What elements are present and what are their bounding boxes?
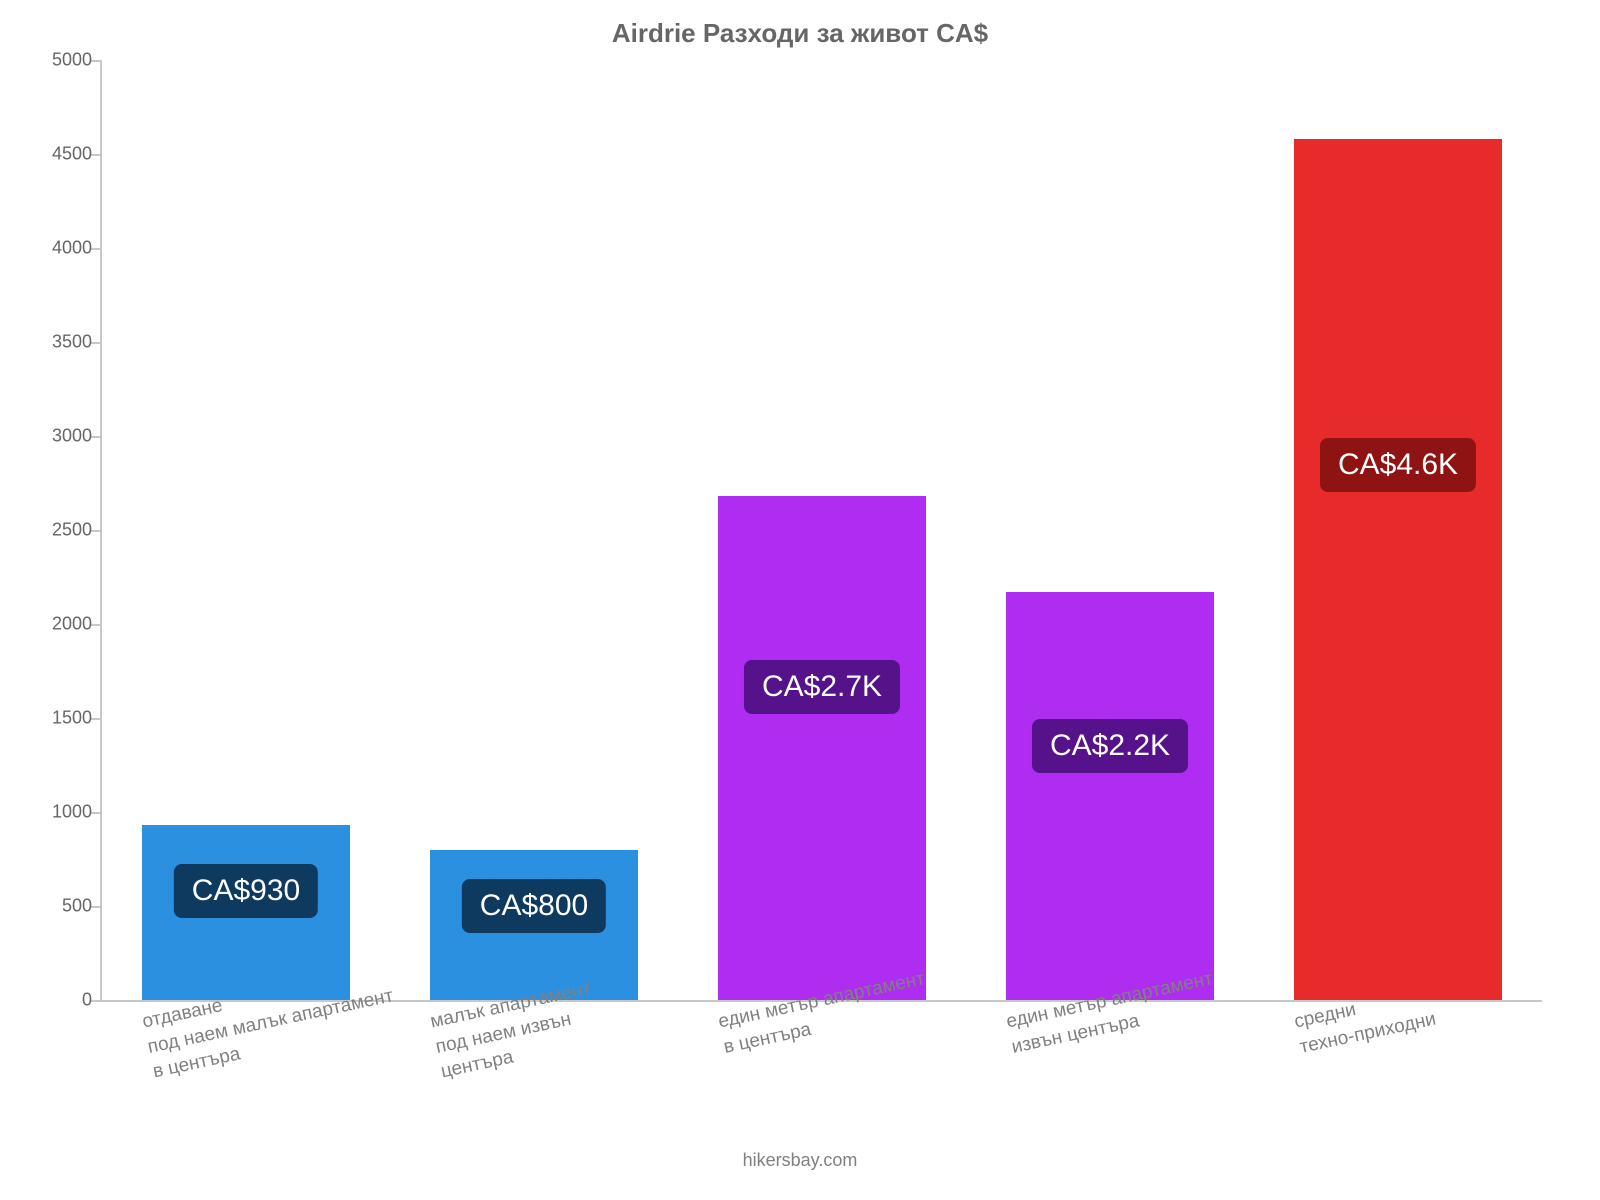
plot-area: CA$930 CA$800 CA$2.7K CA$2.2K CA$4.6K — [100, 60, 1542, 1002]
chart-title: Airdrie Разходи за живот CA$ — [0, 18, 1600, 49]
y-axis-label: 2500 — [12, 520, 92, 541]
y-axis-label: 3500 — [12, 332, 92, 353]
chart-footer: hikersbay.com — [0, 1150, 1600, 1171]
bar — [718, 496, 925, 1000]
bar-value-badge: CA$2.2K — [1030, 717, 1190, 775]
bar-value-badge: CA$4.6K — [1318, 436, 1478, 494]
y-axis-label: 2000 — [12, 614, 92, 635]
y-axis-label: 5000 — [12, 50, 92, 71]
bar-value-badge: CA$800 — [460, 877, 608, 935]
y-axis-label: 4500 — [12, 144, 92, 165]
y-axis-label: 0 — [12, 990, 92, 1011]
y-axis-label: 500 — [12, 896, 92, 917]
y-axis-label: 1000 — [12, 802, 92, 823]
bar — [1294, 139, 1501, 1000]
bar — [1006, 592, 1213, 1000]
bar-value-badge: CA$2.7K — [742, 658, 902, 716]
y-axis-label: 3000 — [12, 426, 92, 447]
chart-container: Airdrie Разходи за живот CA$ CA$930 CA$80… — [0, 0, 1600, 1200]
bar-value-badge: CA$930 — [172, 862, 320, 920]
y-axis-label: 4000 — [12, 238, 92, 259]
y-axis-label: 1500 — [12, 708, 92, 729]
